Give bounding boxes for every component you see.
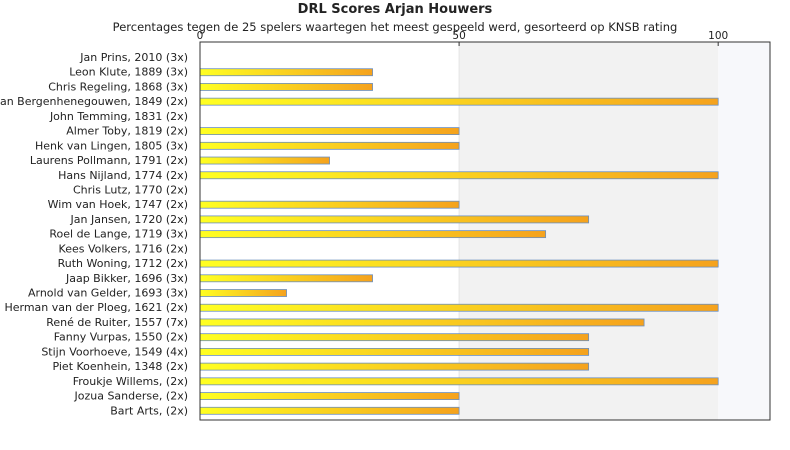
- bar: [199, 83, 373, 91]
- plot-frame: [199, 41, 771, 421]
- category-label: Leon Klute, 1889 (3x): [69, 66, 188, 79]
- category-label: Jaap Bikker, 1696 (3x): [65, 272, 188, 285]
- bar: [199, 318, 645, 327]
- category-label: Almer Toby, 1819 (2x): [66, 125, 188, 138]
- category-label: Arnold van Gelder, 1693 (3x): [28, 287, 188, 300]
- bar: [199, 97, 719, 106]
- category-label: Stijn Voorhoeve, 1549 (4x): [41, 345, 188, 358]
- category-label: Jozua Sanderse, (2x): [73, 390, 188, 403]
- category-label: John Temming, 1831 (2x): [49, 110, 188, 123]
- bar: [199, 200, 460, 209]
- category-label: Roel de Lange, 1719 (3x): [49, 228, 188, 241]
- category-label: Jan Jansen, 1720 (2x): [70, 213, 188, 226]
- chart-subtitle: Percentages tegen de 25 spelers waartege…: [112, 20, 678, 34]
- x-tick-label: 50: [452, 30, 465, 42]
- bar: [199, 259, 719, 268]
- bar: [199, 141, 460, 150]
- category-label: René de Ruiter, 1557 (7x): [46, 316, 188, 329]
- category-label: Piet Koenhein, 1348 (2x): [52, 360, 188, 373]
- category-label: Chris Regeling, 1868 (3x): [48, 80, 188, 93]
- bar: [199, 274, 373, 283]
- chart-title: DRL Scores Arjan Houwers: [297, 2, 493, 17]
- bar: [199, 156, 330, 165]
- category-label: Bart Arts, (2x): [110, 404, 188, 417]
- category-label: Froukje Willems, (2x): [73, 375, 188, 388]
- category-label: Fanny Vurpas, 1550 (2x): [54, 331, 188, 344]
- bar: [199, 362, 590, 371]
- bar: [199, 289, 287, 297]
- category-label: Kees Volkers, 1716 (2x): [59, 242, 188, 255]
- category-label: Hans Nijland, 1774 (2x): [58, 169, 188, 182]
- bar: [199, 68, 373, 77]
- category-label: Jan Prins, 2010 (3x): [79, 51, 188, 64]
- category-label: Wim van Hoek, 1747 (2x): [48, 198, 188, 211]
- bar: [199, 333, 590, 342]
- category-label: Dick van Bergenhenegouwen, 1849 (2x): [0, 95, 188, 108]
- bar: [199, 377, 719, 386]
- bar: [199, 303, 719, 312]
- category-label: Henk van Lingen, 1805 (3x): [35, 139, 188, 152]
- x-tick-label: 0: [197, 30, 204, 42]
- x-tick-label: 100: [708, 30, 728, 42]
- bar: [199, 230, 547, 239]
- category-label: Ruth Woning, 1712 (2x): [58, 257, 188, 270]
- bar: [199, 347, 590, 356]
- bar: [199, 392, 460, 400]
- category-label: Laurens Pollmann, 1791 (2x): [30, 154, 188, 167]
- bar: [199, 406, 460, 415]
- category-label: Herman van der Ploeg, 1621 (2x): [4, 301, 188, 314]
- bar: [199, 127, 460, 135]
- bar: [199, 215, 590, 224]
- background-band: [718, 42, 770, 420]
- bar: [199, 171, 719, 180]
- category-label: Chris Lutz, 1770 (2x): [73, 183, 188, 196]
